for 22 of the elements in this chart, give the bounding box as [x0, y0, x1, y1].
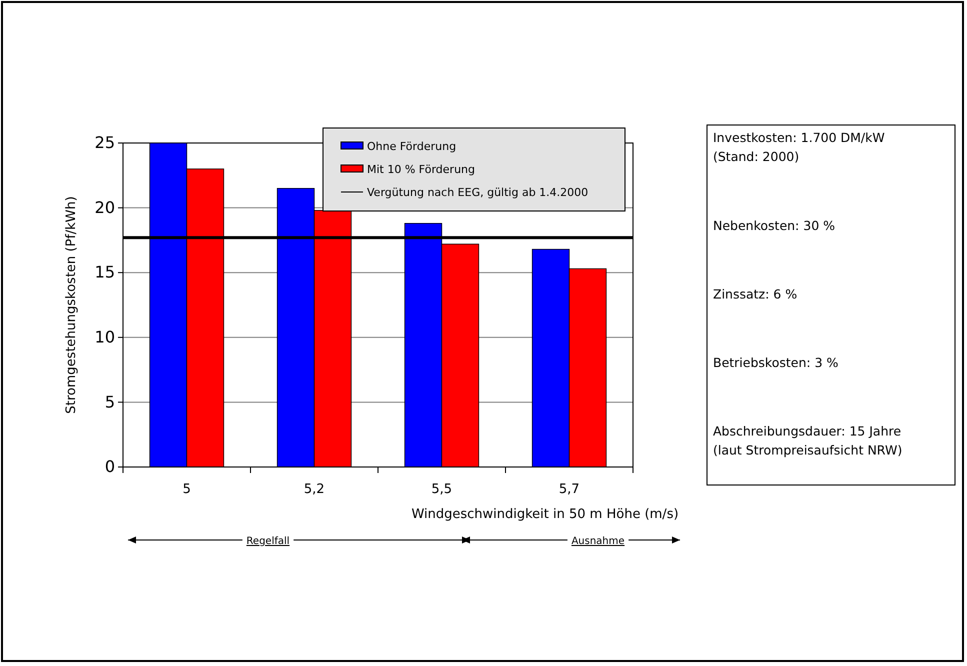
x-tick-label: 5	[182, 482, 191, 498]
text: Regelfall	[246, 536, 290, 547]
text: Abschreibungsdauer: 15 Jahre (laut Strompreisaufsicht NRW)	[713, 424, 902, 458]
text: Ausnahme	[571, 536, 625, 547]
y-tick-label: 10	[94, 328, 115, 347]
text: Betriebskosten: 3 %	[713, 355, 838, 370]
y-axis-title: Stromgestehungskosten (Pf/kWh)	[64, 196, 79, 414]
y-tick-label: 20	[94, 198, 115, 217]
y-tick-label: 0	[104, 457, 115, 476]
x-tick-label: 5,5	[431, 482, 452, 498]
y-tick-label: 25	[94, 133, 115, 152]
text: Zinssatz: 6 %	[713, 286, 798, 302]
x-axis-title: Windgeschwindigkeit in 50 m Höhe (m/s)	[411, 507, 679, 522]
x-tick-label: 5,2	[304, 482, 325, 498]
text: Investkosten: 1.700 DM/kW (Stand: 2000)	[713, 130, 885, 164]
x-tick-label: 5,7	[558, 482, 580, 498]
legend-label: Mit 10 % Förderung	[367, 163, 475, 176]
legend-label: Vergütung nach EEG, gültig ab 1.4.2000	[367, 186, 588, 199]
text: Nebenkosten: 30 %	[713, 218, 836, 233]
legend-label: Ohne Förderung	[367, 140, 456, 153]
y-tick-label: 15	[94, 262, 115, 282]
y-tick-label: 5	[104, 392, 115, 412]
